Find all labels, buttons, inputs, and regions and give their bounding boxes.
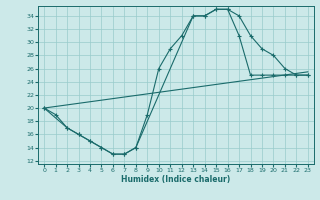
X-axis label: Humidex (Indice chaleur): Humidex (Indice chaleur): [121, 175, 231, 184]
